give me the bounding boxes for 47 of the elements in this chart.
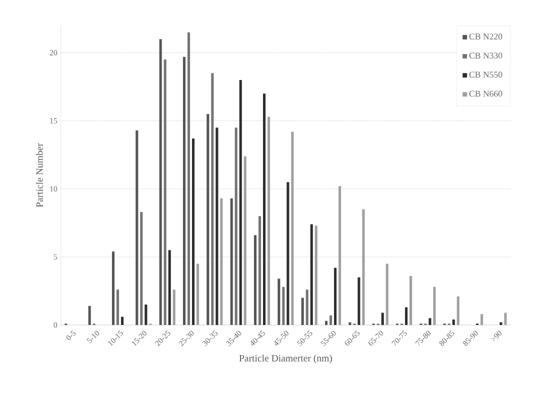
bar [159, 39, 162, 326]
bar [172, 290, 176, 326]
bar [381, 312, 384, 326]
bar [428, 318, 432, 326]
bar [291, 132, 294, 326]
bar [314, 226, 318, 326]
bar [168, 250, 171, 326]
bar [239, 80, 242, 326]
bar [362, 209, 365, 326]
bar [456, 296, 460, 326]
bar [278, 278, 280, 326]
bar [405, 307, 408, 326]
bar [196, 264, 200, 326]
bar [338, 186, 342, 326]
legend-label: CB N330 [469, 52, 502, 59]
bar [230, 198, 233, 326]
bar [410, 276, 412, 326]
bar [334, 268, 337, 326]
bar [452, 320, 455, 326]
bar [182, 56, 186, 326]
bar [262, 94, 266, 326]
bar [112, 252, 115, 326]
legend-label: CB N660 [469, 90, 502, 97]
bar [216, 128, 218, 326]
bar [386, 264, 388, 326]
bar [504, 312, 507, 326]
bar [433, 287, 436, 326]
bar [254, 235, 257, 326]
bar [480, 314, 484, 326]
bar [324, 321, 328, 326]
y-axis-title: Particle Number [36, 143, 43, 208]
bar [286, 182, 290, 326]
bar [244, 156, 246, 326]
bar [144, 304, 148, 326]
legend-label: CB N220 [469, 34, 502, 40]
legend-label: CB N550 [469, 72, 502, 78]
bar [88, 306, 91, 326]
bar [220, 198, 223, 326]
x-axis-title: Particle Diamerter (nm) [239, 354, 332, 364]
bar [120, 316, 124, 326]
bar [206, 114, 210, 326]
bar [268, 116, 270, 326]
bar [136, 130, 138, 326]
bar [301, 298, 304, 326]
bar [310, 224, 313, 326]
bar [358, 278, 360, 326]
bar [192, 138, 195, 326]
